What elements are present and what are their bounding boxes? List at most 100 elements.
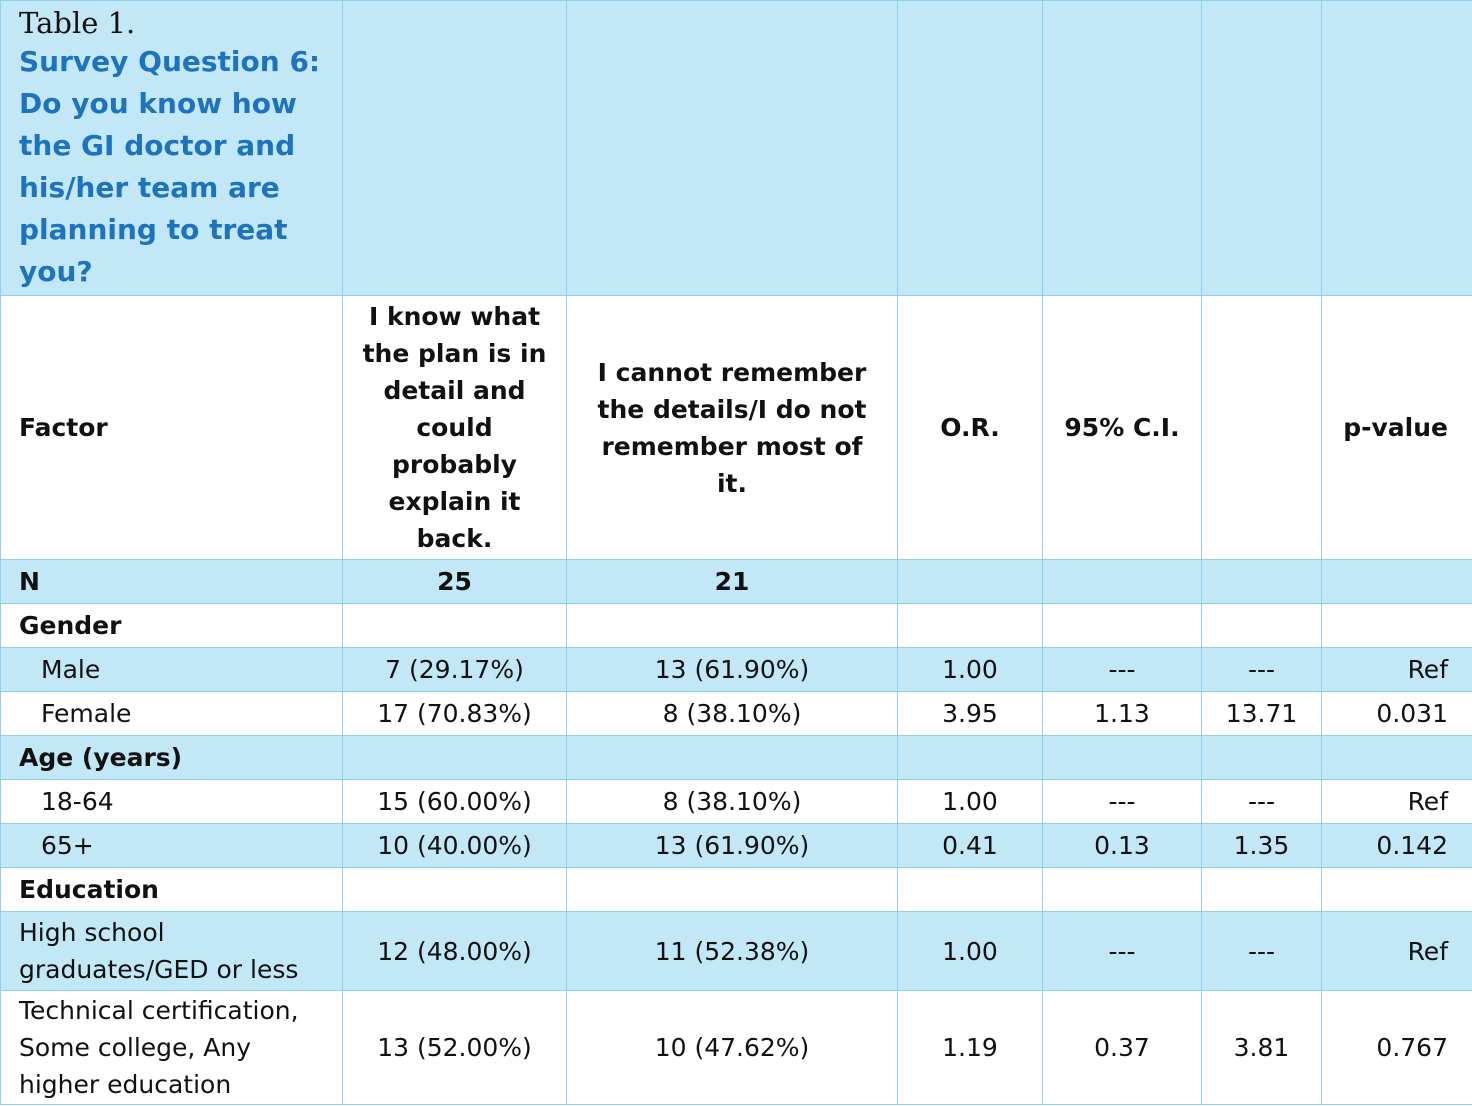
question-line: planning to treat: [19, 213, 288, 246]
section-title: Gender: [0, 603, 343, 648]
cell-or: 0.41: [897, 823, 1043, 868]
cell-col1: 12 (48.00%): [342, 911, 567, 991]
empty-cell: [1321, 603, 1472, 648]
header-ci: 95% C.I.: [1042, 295, 1202, 560]
cell-ci-low: 0.37: [1042, 990, 1202, 1105]
empty-cell: [897, 867, 1043, 912]
cell-col2: 13 (61.90%): [566, 647, 898, 692]
question-line: Do you know how: [19, 87, 297, 120]
cell-or: 1.00: [897, 911, 1043, 991]
cell-or: 1.00: [897, 647, 1043, 692]
row-label: Technical certification, Some college, A…: [0, 990, 343, 1105]
label-line: Technical certification,: [19, 996, 299, 1025]
cell-col2: 10 (47.62%): [566, 990, 898, 1105]
empty-cell: [1201, 559, 1322, 604]
header-row: Factor I know what the plan is in detail…: [0, 295, 1472, 560]
cell-ci-low: 1.13: [1042, 691, 1202, 736]
empty-cell: [1042, 735, 1202, 780]
section-title: Education: [0, 867, 343, 912]
empty-cell: [1042, 559, 1202, 604]
cell-ci-low: ---: [1042, 911, 1202, 991]
header-line: probably: [392, 450, 517, 479]
cell-ci-high: ---: [1201, 647, 1322, 692]
cell-p: Ref: [1321, 647, 1472, 692]
n-row: N 25 21: [0, 559, 1472, 604]
empty-cell: [897, 603, 1043, 648]
cell-or: 1.00: [897, 779, 1043, 824]
cell-col1: 17 (70.83%): [342, 691, 567, 736]
empty-cell: [566, 603, 898, 648]
table-caption: Table 1.: [19, 6, 136, 40]
empty-cell: [342, 735, 567, 780]
header-line: back.: [416, 524, 493, 553]
cell-ci-low: ---: [1042, 779, 1202, 824]
empty-cell: [897, 735, 1043, 780]
cell-or: 1.19: [897, 990, 1043, 1105]
cell-col2: 13 (61.90%): [566, 823, 898, 868]
empty-cell: [1201, 295, 1322, 560]
cell-p: 0.031: [1321, 691, 1472, 736]
empty-cell: [897, 559, 1043, 604]
row-label: Female: [0, 691, 343, 736]
empty-cell: [1042, 603, 1202, 648]
header-line: the details/I do not: [597, 394, 867, 424]
empty-cell: [897, 0, 1043, 296]
n-col2: 21: [566, 559, 898, 604]
section-row: Age (years): [0, 735, 1472, 780]
header-factor: Factor: [0, 295, 343, 560]
empty-cell: [342, 0, 567, 296]
cell-col2: 11 (52.38%): [566, 911, 898, 991]
cell-ci-high: 3.81: [1201, 990, 1322, 1105]
section-row: Gender: [0, 603, 1472, 648]
cell-col2: 8 (38.10%): [566, 691, 898, 736]
cell-col1: 10 (40.00%): [342, 823, 567, 868]
empty-cell: [1321, 559, 1472, 604]
empty-cell: [1321, 0, 1472, 296]
empty-cell: [1201, 735, 1322, 780]
cell-p: 0.142: [1321, 823, 1472, 868]
section-row: Education: [0, 867, 1472, 912]
empty-cell: [1042, 0, 1202, 296]
header-line: explain it: [388, 487, 521, 516]
table-row: Male 7 (29.17%) 13 (61.90%) 1.00 --- ---…: [0, 647, 1472, 692]
cell-col1: 15 (60.00%): [342, 779, 567, 824]
cell-p: Ref: [1321, 779, 1472, 824]
question-line: Survey Question 6:: [19, 45, 321, 78]
empty-cell: [1201, 0, 1322, 296]
table-row: High school graduates/GED or less 12 (48…: [0, 911, 1472, 991]
header-line: remember most of it.: [601, 431, 863, 498]
empty-cell: [566, 735, 898, 780]
question-line: his/her team are: [19, 171, 280, 204]
cell-p: 0.767: [1321, 990, 1472, 1105]
header-line: the plan is in: [362, 339, 547, 368]
cell-ci-high: 1.35: [1201, 823, 1322, 868]
empty-cell: [1321, 735, 1472, 780]
header-line: I cannot remember: [597, 357, 867, 387]
header-line: detail and: [383, 376, 526, 405]
header-p-value: p-value: [1321, 295, 1472, 560]
cell-col1: 7 (29.17%): [342, 647, 567, 692]
cell-or: 3.95: [897, 691, 1043, 736]
empty-cell: [566, 867, 898, 912]
cell-ci-high: ---: [1201, 911, 1322, 991]
cell-ci-high: ---: [1201, 779, 1322, 824]
table-row: Female 17 (70.83%) 8 (38.10%) 3.95 1.13 …: [0, 691, 1472, 736]
empty-cell: [1321, 867, 1472, 912]
cell-col1: 13 (52.00%): [342, 990, 567, 1105]
empty-cell: [1201, 867, 1322, 912]
section-title: Age (years): [0, 735, 343, 780]
row-label: Male: [0, 647, 343, 692]
label-line: higher education: [19, 1070, 232, 1099]
label-line: High school: [19, 918, 165, 947]
header-line: I know what: [368, 302, 541, 331]
question-line: you?: [19, 255, 93, 288]
title-cell: Table 1. Survey Question 6: Do you know …: [0, 0, 343, 296]
title-row: Table 1. Survey Question 6: Do you know …: [0, 0, 1472, 296]
cell-ci-low: 0.13: [1042, 823, 1202, 868]
cell-ci-high: 13.71: [1201, 691, 1322, 736]
empty-cell: [566, 0, 898, 296]
header-line: could: [416, 413, 493, 442]
table-row: 18-64 15 (60.00%) 8 (38.10%) 1.00 --- --…: [0, 779, 1472, 824]
cell-col2: 8 (38.10%): [566, 779, 898, 824]
header-know-plan: I know what the plan is in detail and co…: [342, 295, 567, 560]
